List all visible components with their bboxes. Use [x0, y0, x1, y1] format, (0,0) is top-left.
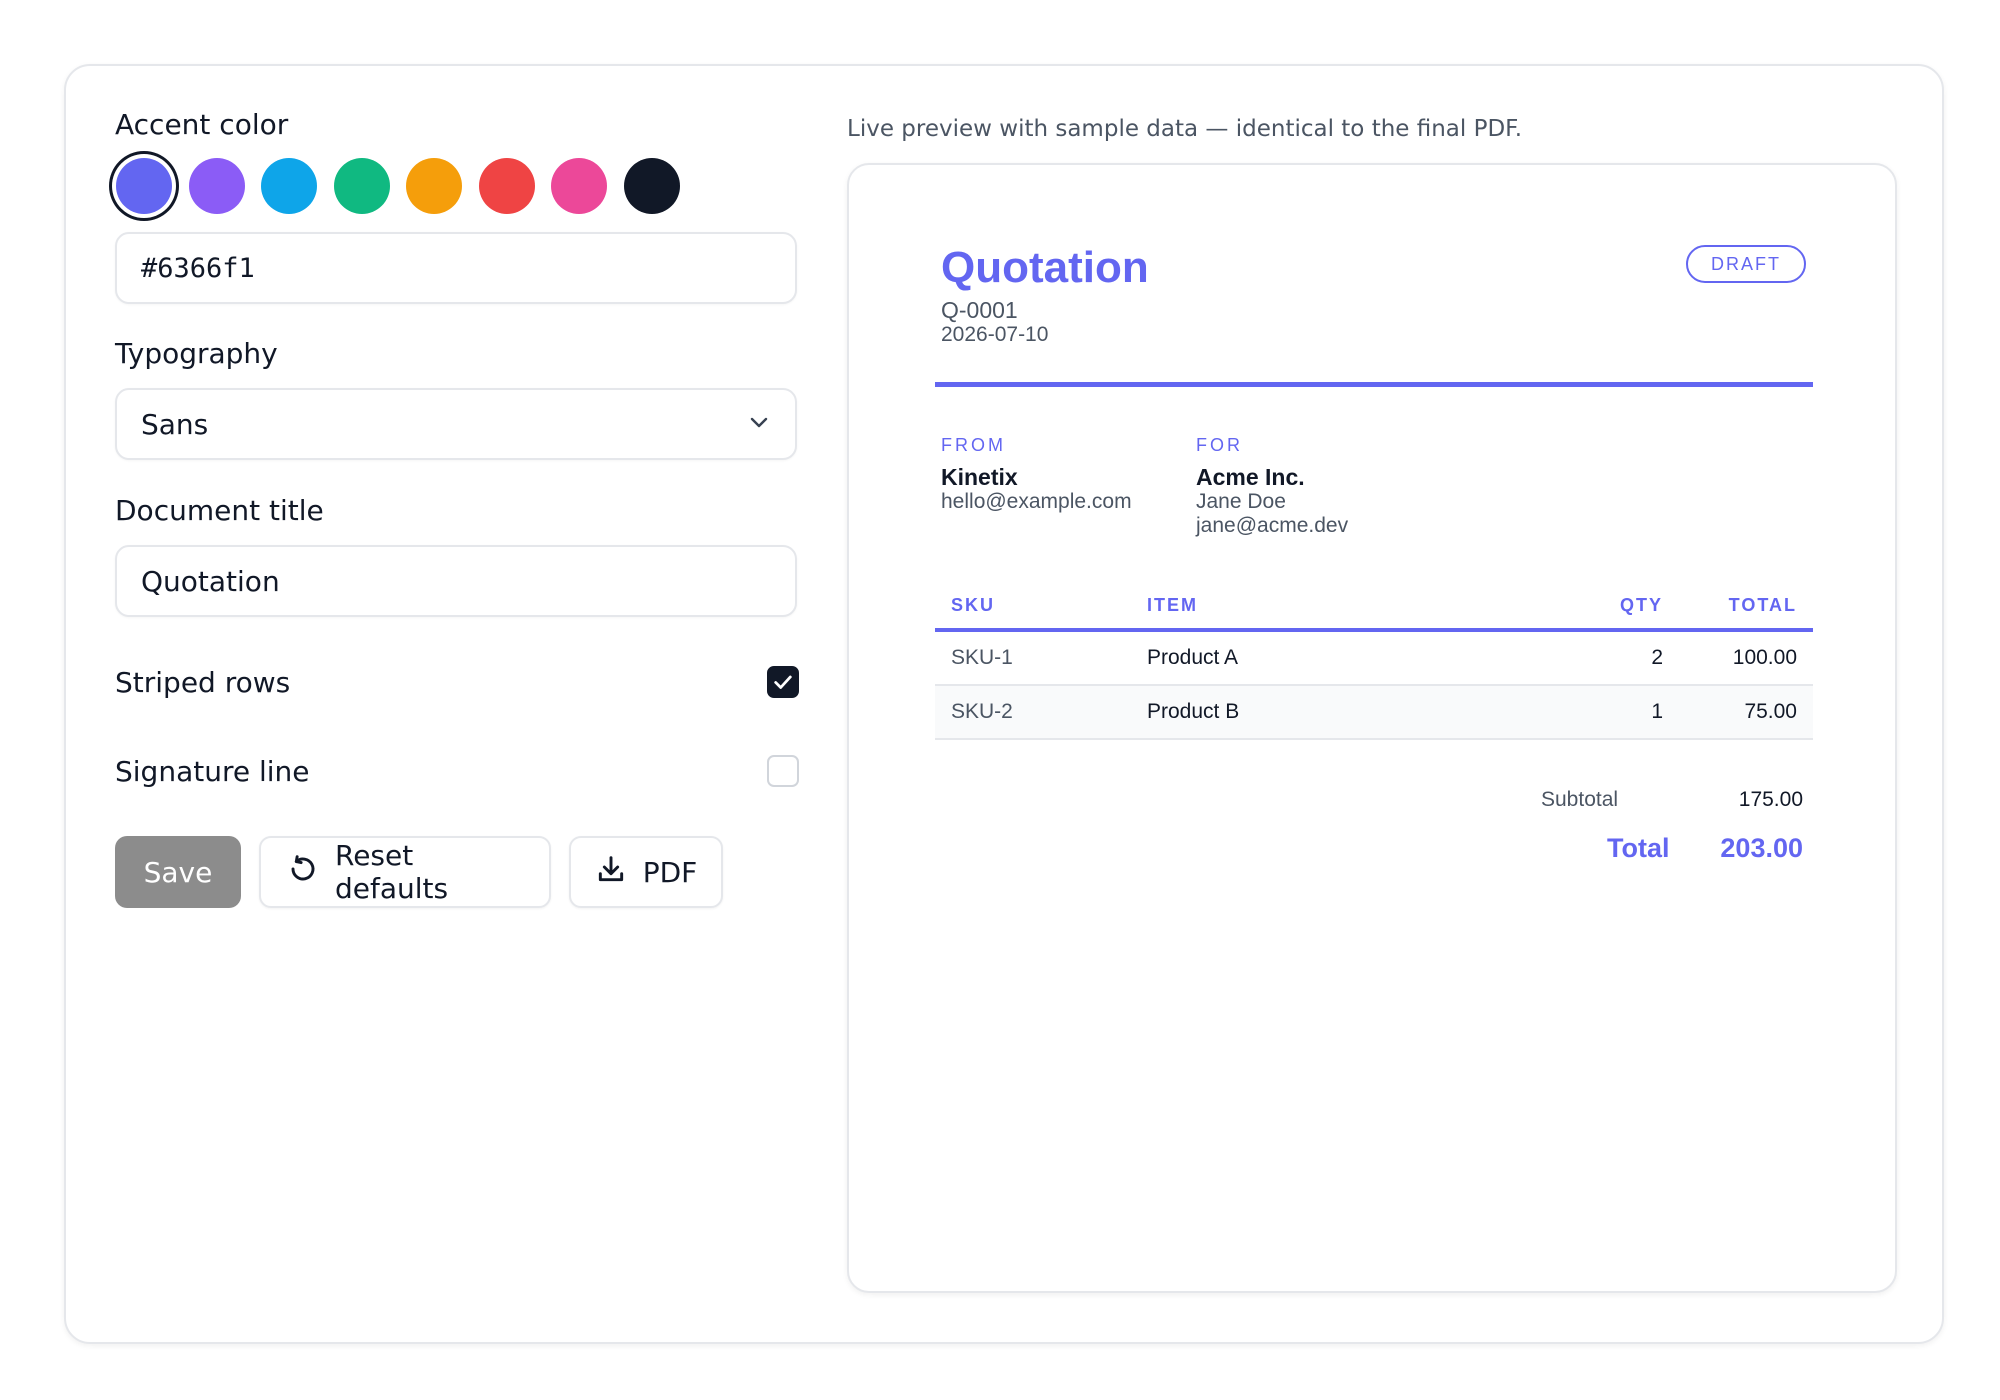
save-button[interactable]: Save	[115, 836, 241, 908]
for-name: Acme Inc.	[1196, 464, 1305, 490]
swatch-red[interactable]	[478, 158, 535, 214]
row-item: Product B	[1147, 700, 1240, 723]
accent-hex-input[interactable]: #6366f1	[115, 232, 797, 304]
table-header: SKU ITEM QTY TOTAL	[935, 582, 1813, 632]
preview-caption: Live preview with sample data — identica…	[847, 116, 1523, 142]
row-item: Product A	[1147, 646, 1239, 669]
signature-line-checkbox[interactable]	[767, 755, 799, 787]
swatch-violet[interactable]	[188, 158, 245, 214]
check-icon	[774, 675, 792, 689]
swatch-dark[interactable]	[623, 158, 680, 214]
save-button-label: Save	[143, 855, 213, 889]
header-total: TOTAL	[1728, 594, 1797, 615]
document-title-value: Quotation	[141, 564, 280, 598]
typography-select[interactable]: Sans	[115, 388, 797, 460]
swatch-indigo[interactable]	[116, 158, 172, 214]
header-item: ITEM	[1147, 594, 1198, 615]
row-total: 75.00	[1744, 700, 1797, 723]
accent-swatches	[110, 152, 710, 220]
typography-label: Typography	[115, 337, 278, 370]
swatch-amber[interactable]	[406, 158, 462, 214]
reset-icon	[287, 853, 319, 892]
for-contact: Jane Doe	[1196, 490, 1286, 513]
signature-line-label: Signature line	[115, 754, 310, 788]
doc-title: Quotation	[941, 243, 1149, 292]
total-label: Total	[1607, 833, 1670, 863]
swatch-sky[interactable]	[261, 158, 317, 214]
swatch-emerald[interactable]	[333, 158, 390, 214]
action-buttons: Save Reset defaults PDF	[115, 836, 723, 908]
document-preview: Quotation Q-0001 2026-07-10 DRAFT FROM K…	[847, 163, 1897, 1293]
striped-rows-row: Striped rows	[115, 662, 799, 702]
signature-line-row: Signature line	[115, 751, 799, 791]
header-qty: QTY	[1619, 594, 1663, 615]
table-row: SKU-1 Product A 2 100.00	[935, 632, 1813, 686]
swatch-pink[interactable]	[551, 158, 607, 214]
for-label: FOR	[1196, 435, 1243, 455]
typography-value: Sans	[141, 407, 209, 441]
row-sku: SKU-2	[951, 700, 1013, 723]
row-sku: SKU-1	[951, 646, 1013, 669]
row-qty: 2	[1651, 646, 1663, 669]
accent-color-label: Accent color	[115, 108, 289, 141]
row-qty: 1	[1651, 700, 1663, 723]
subtotal-label: Subtotal	[1541, 788, 1619, 811]
reset-defaults-button[interactable]: Reset defaults	[259, 836, 551, 908]
striped-rows-label: Striped rows	[115, 665, 291, 699]
table-row: SKU-2 Product B 1 75.00	[935, 686, 1813, 740]
reset-defaults-label: Reset defaults	[335, 839, 449, 905]
pdf-download-button[interactable]: PDF	[569, 836, 723, 908]
subtotal-value: 175.00	[1738, 788, 1803, 811]
chevron-down-icon	[747, 410, 771, 438]
header-rule	[935, 382, 1813, 387]
document-title-label: Document title	[115, 494, 324, 527]
for-email: jane@acme.dev	[1196, 514, 1349, 537]
line-items-table: SKU ITEM QTY TOTAL SKU-1 Product A 2 100…	[935, 582, 1813, 740]
doc-number: Q-0001	[941, 297, 1018, 323]
row-total: 100.00	[1732, 646, 1797, 669]
header-sku: SKU	[951, 594, 996, 615]
striped-rows-checkbox[interactable]	[767, 666, 799, 698]
from-label: FROM	[941, 435, 1006, 455]
doc-date: 2026-07-10	[941, 323, 1049, 346]
accent-hex-value: #6366f1	[141, 252, 255, 284]
pdf-button-label: PDF	[642, 855, 698, 889]
status-badge: DRAFT	[1686, 245, 1806, 283]
from-name: Kinetix	[941, 464, 1018, 490]
from-email: hello@example.com	[941, 490, 1132, 513]
total-value: 203.00	[1720, 833, 1803, 863]
download-icon	[595, 853, 627, 892]
document-title-input[interactable]: Quotation	[115, 545, 797, 617]
